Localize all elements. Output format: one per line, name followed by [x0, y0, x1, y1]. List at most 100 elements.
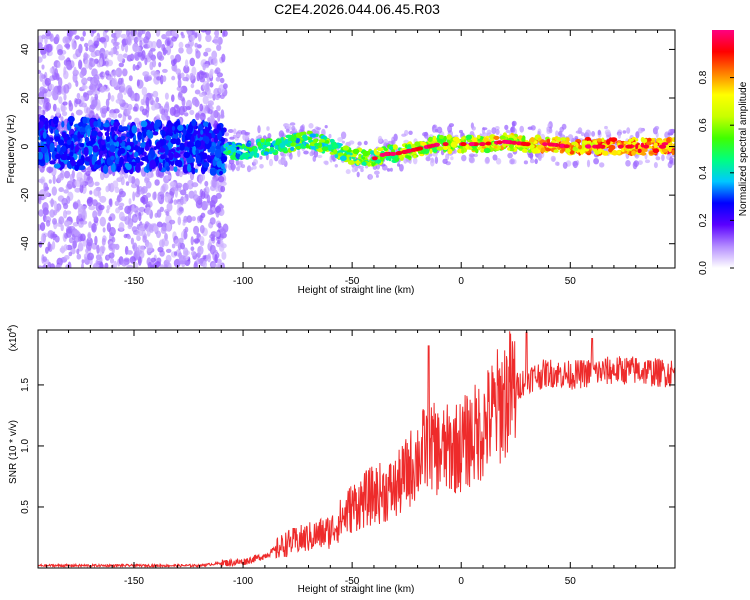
spectrogram-cell: [196, 44, 202, 49]
spectrogram-cell: [169, 106, 177, 116]
spectrogram-cell: [160, 226, 167, 234]
spectrogram-cell: [126, 141, 131, 147]
spectrogram-cell: [180, 189, 187, 196]
spectrogram-cell: [635, 138, 639, 142]
spectrogram-cell: [63, 189, 69, 194]
spectrogram-cell: [637, 160, 643, 166]
spectrogram-cell: [117, 53, 124, 63]
spectrogram-cell: [202, 135, 208, 142]
spectrogram-cell: [76, 253, 82, 260]
spectrogram-cell: [182, 218, 188, 223]
spectrogram-cell: [492, 154, 498, 161]
spectrogram-cell: [510, 126, 514, 133]
spectrogram-cell: [89, 190, 93, 195]
spectrogram-cell: [495, 158, 502, 165]
spectrogram-cell: [569, 150, 575, 155]
spectrogram-cell: [49, 33, 54, 42]
spectrogram-cell: [188, 30, 192, 36]
spectrogram-cell: [652, 148, 660, 154]
spectrogram-cell: [437, 138, 442, 143]
spectrogram-cell: [52, 231, 56, 241]
spectrogram-cell: [146, 123, 153, 130]
spectrogram-cell: [471, 126, 476, 131]
spectrogram-cell: [527, 153, 534, 159]
spectrogram-cell: [133, 151, 139, 158]
spectrogram-cell: [67, 115, 75, 123]
spectrogram-cell: [212, 57, 218, 64]
spectrogram-cell: [427, 137, 433, 142]
spectrogram-cell: [171, 243, 176, 249]
spectrogram-cell: [599, 162, 605, 168]
spectrogram-cell: [432, 135, 437, 142]
spectrogram-cell: [668, 146, 672, 153]
spectrogram-cell: [160, 154, 166, 160]
spectrogram-cell: [81, 85, 88, 90]
spectrogram-cell: [38, 109, 43, 116]
spectrogram-cell: [42, 131, 47, 139]
spectrogram-cell: [475, 148, 479, 154]
spectrogram-cell: [495, 129, 500, 135]
spectrogram-cell: [58, 187, 64, 193]
spectrogram-cell: [38, 241, 43, 248]
spectrogram-cell: [152, 191, 157, 201]
spectrogram-cell: [215, 205, 222, 214]
spectrogram-cell: [61, 121, 65, 128]
colorbar-label: Normalized spectral amplitude: [738, 81, 749, 216]
spectrogram-y-tick-label: -40: [20, 236, 31, 251]
spectrogram-cell: [108, 216, 113, 222]
spectrogram-cell: [361, 161, 367, 166]
spectrogram-cell: [132, 191, 136, 202]
spectrogram-cell: [202, 95, 209, 105]
spectrogram-cell: [144, 57, 148, 66]
snr-plot-area: [38, 330, 675, 568]
spectrogram-cell: [238, 160, 244, 165]
spectrogram-cell: [54, 153, 62, 159]
spectrogram-cell: [90, 138, 96, 145]
spectrogram-cell: [98, 204, 105, 211]
spectrogram-cell: [191, 216, 196, 222]
spectrogram-cell: [196, 257, 201, 265]
spectrogram-cell: [86, 76, 93, 82]
spectrogram-cell: [149, 159, 157, 170]
spectrogram-cell: [485, 141, 492, 146]
spectrogram-cell: [110, 47, 114, 58]
spectrogram-cell: [206, 194, 211, 204]
spectrogram-cell: [328, 133, 332, 139]
spectrogram-cell: [219, 240, 224, 248]
spectrogram-cell: [38, 122, 41, 131]
spectrogram-cell: [611, 150, 618, 156]
spectrogram-cell: [202, 121, 210, 127]
spectrogram-cell: [73, 229, 80, 236]
spectrogram-cell: [233, 128, 237, 135]
snr-axes: -150 -100 -50 0 50 0.5 1.0 1.5: [20, 330, 675, 587]
spectrogram-cell: [84, 256, 88, 264]
spectrogram-cell: [195, 149, 199, 155]
spectrogram-x-tick-label: 50: [565, 276, 577, 287]
spectrogram-cell: [289, 152, 293, 160]
spectrogram-cell: [79, 143, 86, 148]
spectrogram-cell: [171, 94, 175, 102]
spectrogram-cell: [115, 207, 121, 214]
spectrogram-cell: [594, 150, 600, 155]
spectrogram-cell: [44, 190, 50, 197]
spectrogram-cell: [318, 139, 326, 143]
spectrogram-cell: [442, 158, 448, 164]
spectrogram-cell: [85, 248, 89, 254]
spectrogram-cell: [438, 135, 444, 139]
spectrogram-cell: [309, 151, 314, 157]
spectrogram-cell: [653, 162, 658, 169]
spectrogram-cell: [204, 180, 209, 187]
spectrogram-cell: [285, 128, 290, 133]
spectrogram-cell: [510, 158, 515, 165]
spectrogram-cell: [257, 141, 262, 147]
spectrogram-cell: [604, 129, 611, 136]
spectrogram-cell: [321, 146, 329, 152]
spectrogram-cell: [87, 179, 95, 188]
spectrogram-cell: [586, 159, 591, 168]
colorbar-tick-label: 0.6: [698, 118, 709, 132]
spectrogram-cell: [219, 228, 226, 235]
spectrogram-cell: [635, 131, 640, 139]
spectrogram-cell: [537, 128, 542, 136]
spectrogram-cell: [333, 148, 338, 155]
spectrogram-cell: [88, 85, 94, 90]
